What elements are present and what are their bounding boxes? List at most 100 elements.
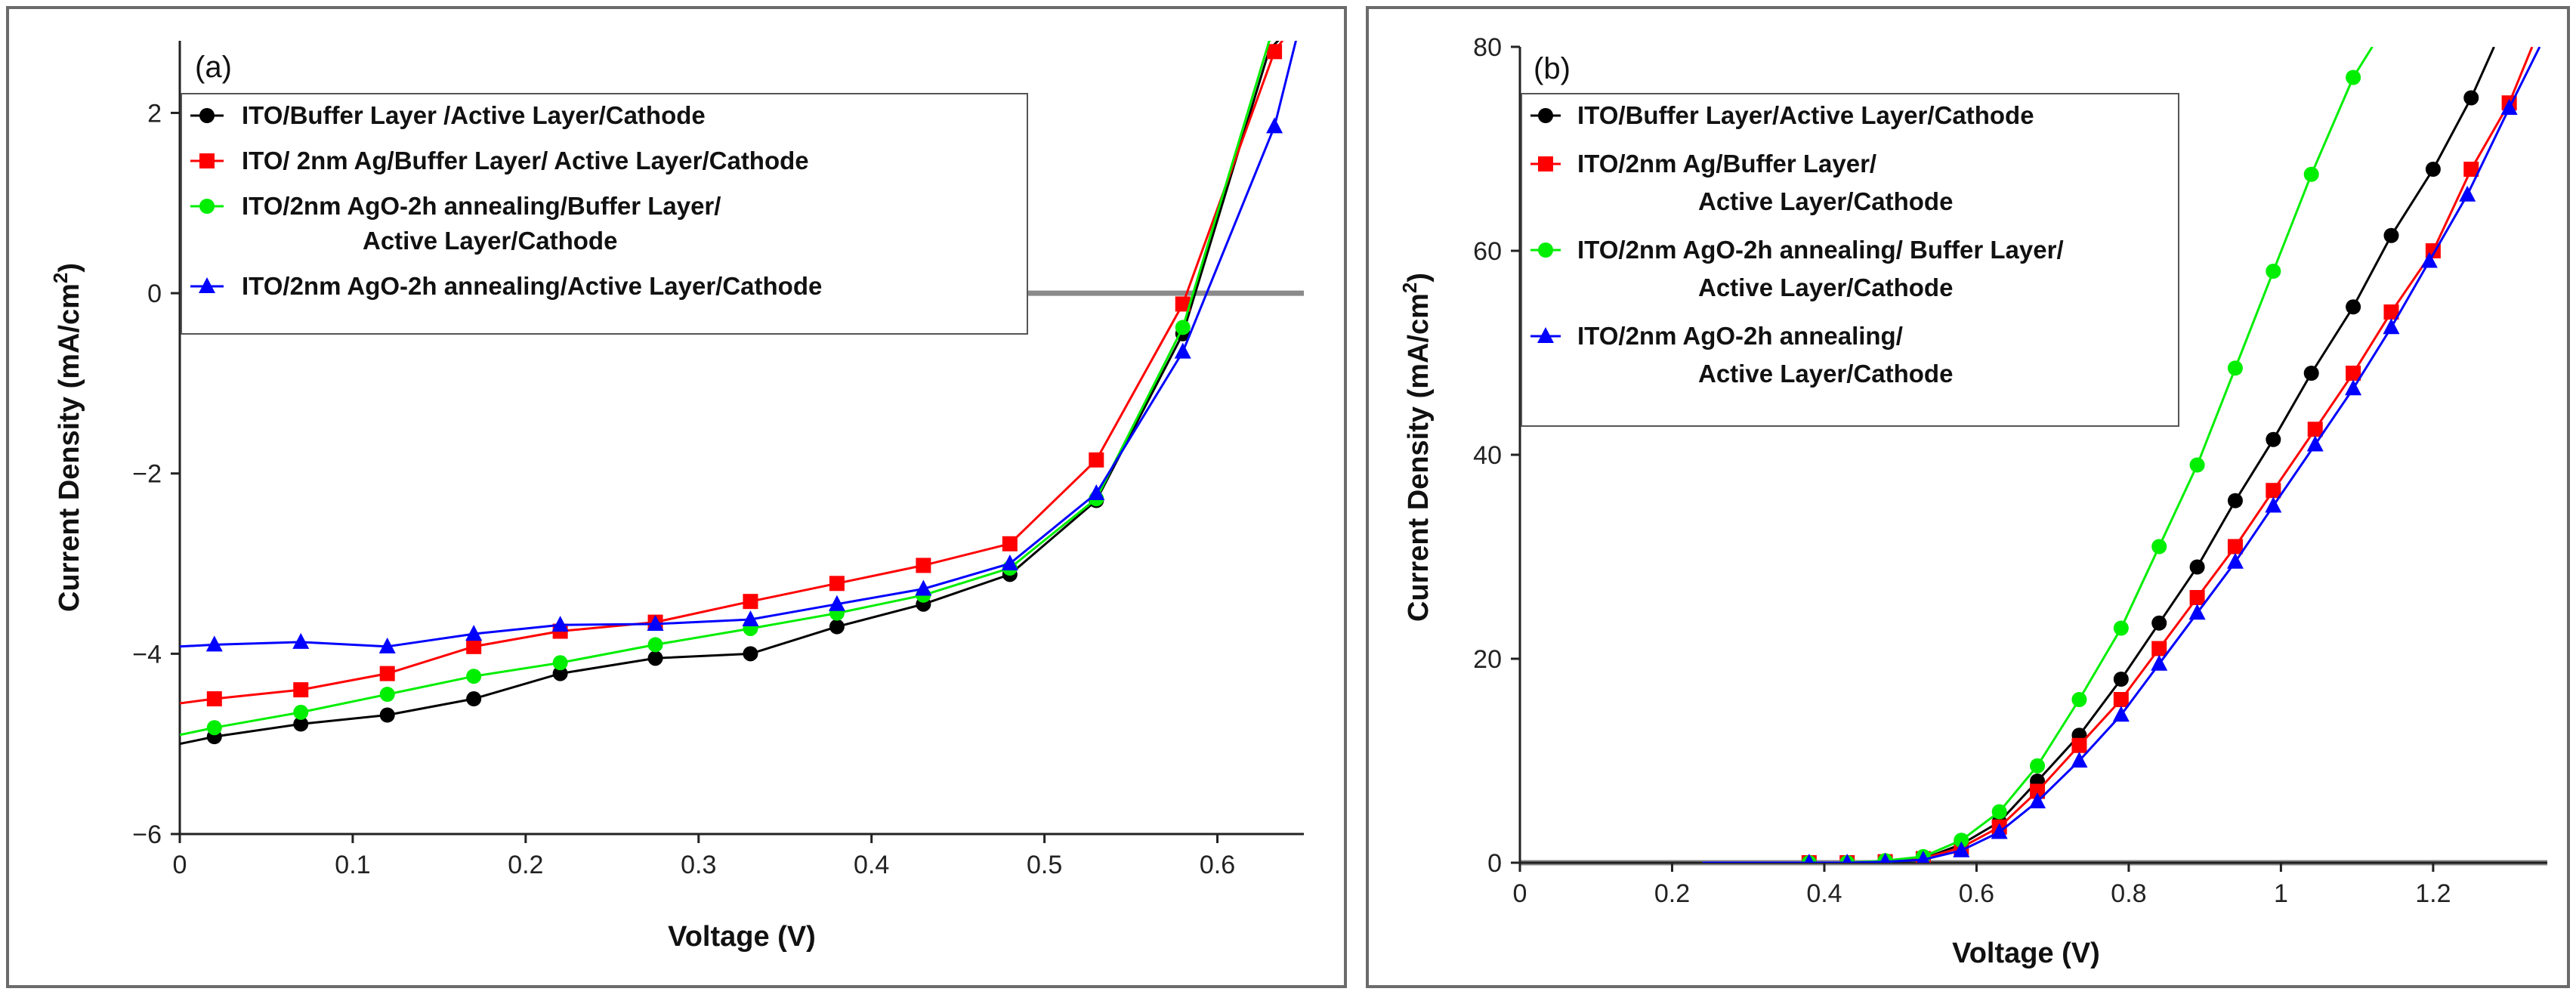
data-point-a-0-5: [647, 650, 663, 666]
x-tick-label-b-2: 0.4: [1806, 879, 1842, 908]
data-point-a-0-2: [379, 707, 395, 723]
x-tick-label-a-4: 0.4: [854, 851, 889, 879]
y-axis-label-a-tail: ): [54, 263, 85, 273]
x-tick-label-a-0: 0: [173, 851, 187, 879]
legend-label-b-1-0: ITO/2nm Ag/Buffer Layer/: [1577, 150, 1876, 178]
x-tick-label-b-3: 0.6: [1959, 879, 1994, 908]
data-point-a-2-5: [647, 637, 663, 653]
data-point-a-3-12: [1266, 117, 1283, 134]
x-axis-label-a: Voltage (V): [668, 921, 816, 953]
data-point-b-3-6: [2029, 792, 2046, 808]
data-point-a-3-9: [1001, 555, 1018, 571]
data-point-b-2-9: [2151, 539, 2167, 555]
data-point-b-3-13: [2306, 435, 2324, 452]
data-point-a-3-2: [378, 637, 396, 653]
data-point-a-2-3: [466, 669, 482, 684]
data-point-b-0-12: [2266, 431, 2281, 447]
legend-label-b-1-1: Active Layer/Cathode: [1698, 187, 1953, 215]
legend-label-a-3-0: ITO/2nm AgO-2h annealing/Active Layer/Ca…: [242, 272, 822, 300]
panel-b: 0 0.2 0.4 0.6 0.8 1 1.2 0 20 40 60 80 (b) Voltage (…: [1366, 6, 2570, 988]
legend-label-a-1-0: ITO/ 2nm Ag/Buffer Layer/ Active Layer/C…: [242, 147, 809, 175]
data-point-b-2-12: [2266, 264, 2281, 279]
data-point-b-1-17: [2463, 162, 2479, 177]
x-tick-label-b-6: 1.2: [2415, 879, 2451, 908]
legend-label-a-2-0: ITO/2nm AgO-2h annealing/Buffer Layer/: [242, 192, 721, 220]
legend-label-b-2-0: ITO/2nm AgO-2h annealing/ Buffer Layer/: [1577, 236, 2064, 264]
data-point-b-3-1: [1842, 854, 1852, 863]
data-point-b-1-14: [2346, 366, 2361, 381]
panel-a: 0 0.1 0.2 0.3 0.4 0.5 0.6 −6 −4 −2 0 2 (a) Voltage …: [6, 6, 1347, 988]
data-point-b-0-15: [2383, 227, 2399, 243]
data-point-b-3-12: [2265, 496, 2282, 513]
legend-marker-b-1: [1538, 156, 1553, 171]
data-point-a-2-0: [206, 720, 222, 736]
legend-marker-a-3: [199, 277, 215, 293]
chart-b-svg: 0 0.2 0.4 0.6 0.8 1 1.2 0 20 40 60 80 (b) Voltage (…: [1398, 33, 2547, 969]
y-tick-label-b-2: 40: [1473, 441, 1502, 470]
data-point-a-2-2: [379, 687, 395, 703]
y-tick-label-b-4: 80: [1473, 33, 1502, 62]
x-tick-label-b-5: 1: [2274, 879, 2288, 908]
plot-area-b: 0 0.2 0.4 0.6 0.8 1 1.2 0 20 40 60 80: [1473, 33, 2547, 908]
x-axis-label-b: Voltage (V): [1952, 938, 2100, 969]
data-point-b-3-16: [2420, 252, 2438, 268]
data-point-b-1-8: [2113, 692, 2129, 707]
y-tick-label-a-0: −6: [132, 820, 162, 849]
data-point-a-1-10: [1089, 452, 1104, 468]
data-point-b-0-13: [2303, 366, 2319, 381]
data-point-a-3-0: [205, 635, 223, 652]
legend-label-a-2-1: Active Layer/Cathode: [363, 227, 617, 255]
data-point-b-0-17: [2463, 90, 2479, 106]
data-point-a-0-3: [466, 691, 482, 707]
data-point-b-2-14: [2346, 70, 2361, 85]
legend-box-b: [1521, 93, 2179, 427]
data-point-a-0-4: [552, 666, 568, 681]
x-tick-label-b-0: 0: [1513, 879, 1527, 908]
legend-marker-b-2: [1538, 243, 1553, 258]
data-point-b-2-5: [1991, 804, 2007, 820]
y-tick-label-a-4: 2: [147, 99, 162, 128]
data-point-b-1-13: [2307, 422, 2323, 437]
y-tick-label-b-3: 60: [1473, 237, 1502, 266]
data-point-b-3-18: [2500, 99, 2518, 115]
data-point-b-2-7: [2071, 692, 2087, 707]
data-point-a-2-4: [552, 655, 568, 671]
data-point-b-0-16: [2425, 162, 2441, 177]
y-axis-label-b-tail: ): [1403, 273, 1435, 283]
data-point-b-1-7: [2071, 737, 2087, 753]
legend-label-b-2-1: Active Layer/Cathode: [1698, 273, 1953, 301]
y-tick-label-a-2: −2: [132, 460, 162, 489]
data-point-b-3-11: [2226, 552, 2244, 569]
data-point-b-1-10: [2189, 590, 2205, 605]
data-point-a-1-1: [293, 682, 309, 698]
y-axis-label-a-sup: 2: [49, 273, 72, 283]
y-tick-label-a-3: 0: [147, 280, 162, 308]
data-point-b-3-9: [2151, 654, 2168, 671]
data-point-b-3-5: [1991, 823, 2008, 839]
data-point-a-3-6: [742, 610, 759, 627]
data-point-b-2-4: [1954, 833, 1969, 848]
data-point-b-0-8: [2113, 672, 2129, 687]
data-point-a-0-7: [829, 619, 845, 635]
x-tick-label-b-4: 0.8: [2111, 879, 2146, 908]
data-point-b-0-11: [2227, 493, 2243, 508]
data-point-a-3-11: [1174, 342, 1191, 359]
data-point-a-1-7: [829, 576, 845, 592]
data-point-b-3-2: [1879, 852, 1891, 863]
plot-area-a: 0 0.1 0.2 0.3 0.4 0.5 0.6 −6 −4 −2 0 2: [132, 41, 1304, 879]
data-point-b-3-10: [2188, 604, 2206, 620]
legend-marker-a-2: [199, 199, 215, 214]
panel-label-a: (a): [195, 51, 232, 84]
legend-label-b-3-1: Active Layer/Cathode: [1698, 360, 1953, 388]
data-point-b-0-9: [2151, 615, 2167, 631]
legend-b: ITO/Buffer Layer/Active Layer/Cathode ITO…: [1521, 93, 2179, 427]
y-tick-label-a-1: −4: [132, 640, 162, 669]
legend-marker-a-1: [199, 153, 215, 168]
data-point-a-0-6: [743, 646, 758, 662]
y-tick-label-b-0: 0: [1487, 849, 1502, 878]
data-point-a-3-4: [551, 616, 569, 632]
y-tick-label-b-1: 20: [1473, 645, 1502, 674]
legend-label-b-3-0: ITO/2nm AgO-2h annealing/: [1577, 322, 1903, 350]
legend-box-a: [181, 93, 1028, 335]
data-point-b-1-11: [2227, 539, 2243, 555]
